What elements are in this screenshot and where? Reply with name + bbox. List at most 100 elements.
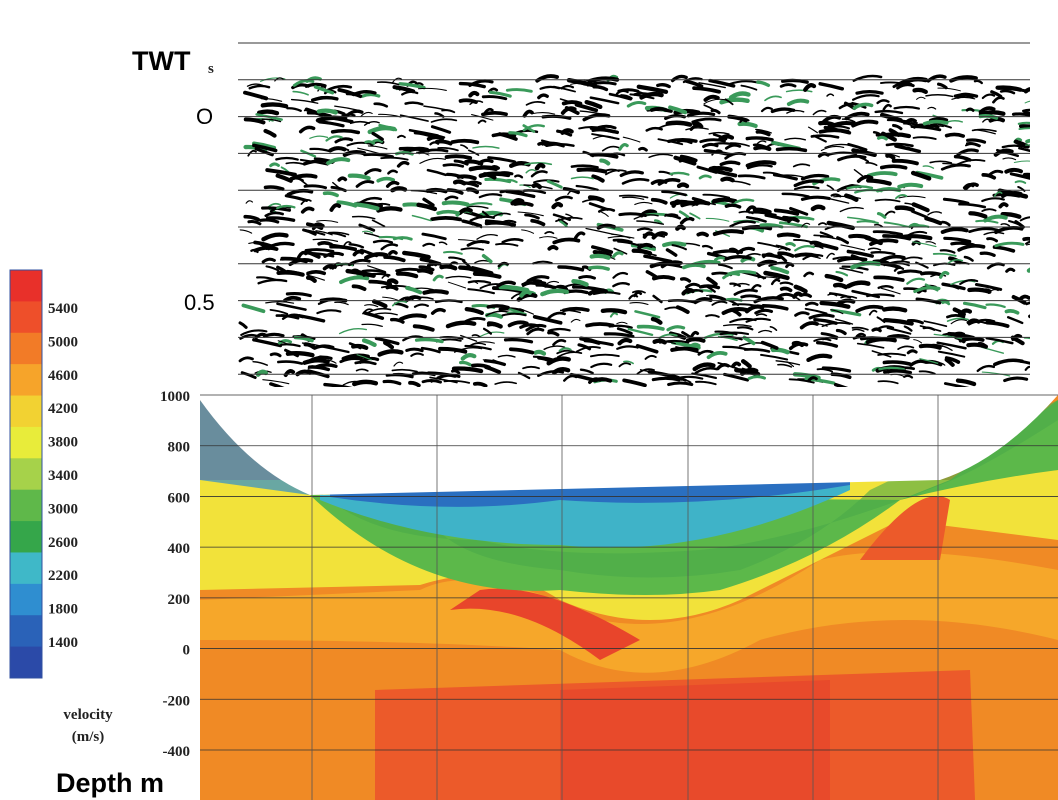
- reflection: [461, 316, 486, 325]
- reflection: [685, 127, 709, 131]
- reflection: [393, 302, 409, 309]
- reflection: [827, 121, 857, 130]
- reflection: [870, 250, 896, 256]
- reflection: [717, 335, 738, 342]
- reflection: [1023, 111, 1030, 116]
- reflection: [329, 203, 342, 212]
- reflection: [484, 220, 514, 227]
- reflection: [932, 252, 957, 257]
- reflection: [579, 336, 601, 345]
- reflection: [589, 353, 620, 358]
- reflection: [925, 241, 936, 245]
- reflection: [619, 170, 644, 178]
- depth-tick: 400: [168, 541, 191, 557]
- reflection: [986, 262, 1005, 270]
- reflection: [755, 130, 771, 137]
- reflection: [373, 102, 389, 108]
- reflection: [770, 278, 781, 286]
- reflection: [664, 213, 679, 217]
- reflection: [866, 171, 898, 178]
- reflection: [560, 106, 577, 115]
- reflection: [851, 328, 865, 332]
- reflection: [788, 378, 815, 384]
- reflection: [943, 382, 970, 387]
- reflection: [625, 89, 643, 94]
- reflection: [269, 382, 285, 387]
- reflection: [516, 292, 538, 302]
- reflection: [723, 372, 750, 382]
- reflection: [644, 354, 657, 360]
- colorbar-label: (m/s): [72, 729, 105, 745]
- reflection: [269, 352, 282, 358]
- reflection: [708, 78, 736, 88]
- twt-tick: O: [196, 104, 213, 129]
- reflection: [679, 375, 704, 380]
- reflection: [347, 173, 371, 181]
- reflection: [910, 170, 932, 181]
- reflection: [747, 375, 766, 380]
- reflection: [578, 274, 596, 280]
- reflection: [770, 107, 796, 114]
- reflection: [737, 121, 758, 129]
- reflection: [719, 160, 741, 167]
- reflection: [457, 207, 473, 216]
- reflection: [622, 378, 647, 387]
- reflection: [785, 242, 796, 247]
- reflection: [292, 79, 315, 87]
- reflection: [494, 381, 517, 385]
- reflection: [777, 251, 795, 258]
- reflection: [576, 167, 608, 174]
- reflection: [685, 282, 700, 289]
- reflection: [966, 138, 987, 144]
- reflection: [552, 213, 572, 222]
- reflection: [714, 256, 727, 262]
- reflection: [883, 260, 910, 267]
- reflection: [812, 109, 827, 116]
- reflection: [443, 380, 471, 384]
- reflection: [742, 335, 756, 346]
- reflection: [963, 182, 979, 191]
- reflection: [946, 317, 969, 322]
- reflection: [540, 139, 565, 148]
- twt-tick: 0.5: [184, 290, 215, 315]
- reflection: [951, 96, 976, 100]
- reflection: [558, 347, 572, 352]
- reflection: [803, 83, 817, 92]
- reflection: [599, 158, 611, 166]
- reflection: [609, 312, 619, 318]
- reflection: [851, 94, 880, 101]
- reflection: [874, 198, 901, 203]
- reflection: [897, 269, 923, 275]
- reflection: [613, 247, 628, 255]
- reflection: [992, 192, 1021, 198]
- reflection: [657, 177, 681, 186]
- reflection: [597, 124, 617, 130]
- reflection: [482, 172, 497, 180]
- depth-tick: 600: [168, 490, 191, 506]
- reflection: [776, 292, 794, 299]
- reflection: [463, 210, 484, 219]
- depth-label: Depth m: [56, 768, 164, 798]
- reflection: [965, 107, 975, 112]
- reflection: [868, 309, 878, 316]
- reflection: [276, 302, 307, 311]
- reflection: [525, 100, 546, 106]
- reflection: [705, 314, 720, 318]
- reflection: [729, 220, 756, 228]
- reflection: [968, 320, 987, 326]
- reflection: [659, 341, 676, 345]
- reflection: [464, 344, 492, 351]
- reflection: [525, 169, 537, 174]
- reflection: [265, 168, 297, 177]
- color-swatch: [10, 552, 42, 585]
- reflection: [618, 143, 629, 151]
- reflection: [325, 135, 343, 142]
- reflection: [532, 315, 563, 325]
- reflection: [471, 334, 481, 338]
- reflection: [757, 241, 780, 249]
- reflection: [430, 216, 462, 222]
- reflection: [247, 149, 257, 157]
- reflection: [376, 176, 395, 183]
- reflection: [668, 105, 688, 115]
- reflection: [833, 195, 861, 200]
